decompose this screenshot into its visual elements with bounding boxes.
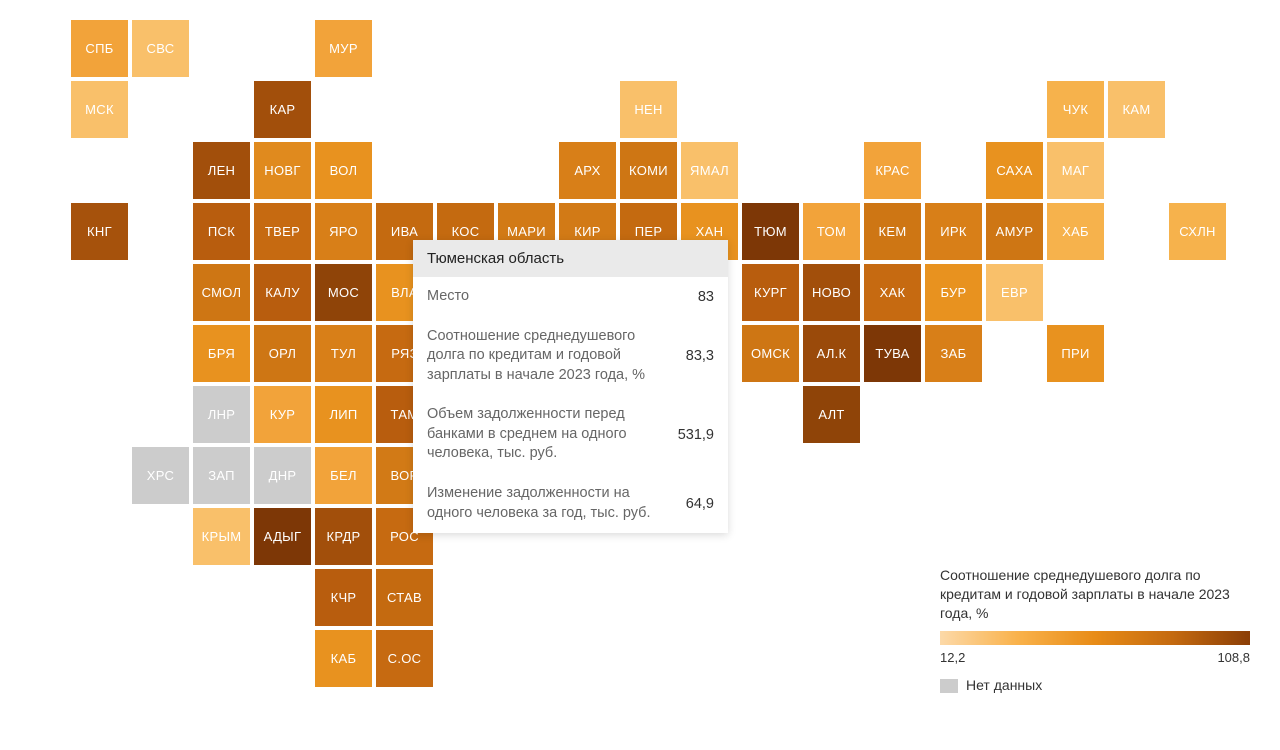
no-data-swatch bbox=[940, 679, 958, 693]
tooltip-row: Объем задолженности перед банками в сред… bbox=[413, 395, 728, 474]
region-cell[interactable]: КРАС bbox=[864, 142, 921, 199]
legend-max: 108,8 bbox=[1217, 649, 1250, 667]
tooltip-row: Соотношение среднедушевого долга по кред… bbox=[413, 317, 728, 396]
region-cell[interactable]: МАГ bbox=[1047, 142, 1104, 199]
region-cell[interactable]: КУРГ bbox=[742, 264, 799, 321]
region-cell[interactable]: БЕЛ bbox=[315, 447, 372, 504]
region-cell[interactable]: СТАВ bbox=[376, 569, 433, 626]
region-cell[interactable]: ТУВА bbox=[864, 325, 921, 382]
region-cell[interactable]: АДЫГ bbox=[254, 508, 311, 565]
region-cell[interactable]: КРДР bbox=[315, 508, 372, 565]
region-cell[interactable]: ЛНР bbox=[193, 386, 250, 443]
region-cell[interactable]: КНГ bbox=[71, 203, 128, 260]
region-cell[interactable]: КОМИ bbox=[620, 142, 677, 199]
tooltip-row: Место 83 bbox=[413, 277, 728, 317]
region-cell[interactable]: НОВО bbox=[803, 264, 860, 321]
region-cell[interactable]: ВОЛ bbox=[315, 142, 372, 199]
region-cell[interactable]: КУР bbox=[254, 386, 311, 443]
legend: Соотношение среднедушевого долга по кред… bbox=[940, 566, 1250, 695]
region-cell[interactable]: ОМСК bbox=[742, 325, 799, 382]
region-cell[interactable]: ТУЛ bbox=[315, 325, 372, 382]
region-cell[interactable]: ЗАП bbox=[193, 447, 250, 504]
region-cell[interactable]: АМУР bbox=[986, 203, 1043, 260]
region-cell[interactable]: НОВГ bbox=[254, 142, 311, 199]
region-cell[interactable]: ХРС bbox=[132, 447, 189, 504]
region-cell[interactable]: ТЮМ bbox=[742, 203, 799, 260]
region-cell[interactable]: ТОМ bbox=[803, 203, 860, 260]
region-cell[interactable]: ЛЕН bbox=[193, 142, 250, 199]
region-cell[interactable]: СМОЛ bbox=[193, 264, 250, 321]
region-cell[interactable]: СВС bbox=[132, 20, 189, 77]
region-cell[interactable]: ЧУК bbox=[1047, 81, 1104, 138]
region-cell[interactable]: КАМ bbox=[1108, 81, 1165, 138]
tooltip-header: Тюменская область bbox=[413, 240, 728, 277]
legend-no-data-label: Нет данных bbox=[966, 676, 1042, 695]
tooltip-row-value: 83 bbox=[698, 289, 714, 305]
tooltip-row: Изменение задолженности на одного челове… bbox=[413, 474, 728, 533]
tooltip-row-label: Соотношение среднедушевого долга по кред… bbox=[427, 327, 672, 386]
region-cell[interactable]: АЛТ bbox=[803, 386, 860, 443]
region-cell[interactable]: С.ОС bbox=[376, 630, 433, 687]
region-cell[interactable]: БУР bbox=[925, 264, 982, 321]
tooltip-row-label: Объем задолженности перед банками в сред… bbox=[427, 405, 664, 464]
region-cell[interactable]: КЕМ bbox=[864, 203, 921, 260]
region-cell[interactable]: КАЛУ bbox=[254, 264, 311, 321]
region-cell[interactable]: АЛ.К bbox=[803, 325, 860, 382]
region-cell[interactable]: КРЫМ bbox=[193, 508, 250, 565]
region-cell[interactable]: КАР bbox=[254, 81, 311, 138]
region-cell[interactable]: МУР bbox=[315, 20, 372, 77]
region-cell[interactable]: ЕВР bbox=[986, 264, 1043, 321]
region-cell[interactable]: ПСК bbox=[193, 203, 250, 260]
legend-min: 12,2 bbox=[940, 649, 965, 667]
region-cell[interactable]: ЯМАЛ bbox=[681, 142, 738, 199]
legend-scale: 12,2 108,8 bbox=[940, 649, 1250, 667]
region-cell[interactable]: ЛИП bbox=[315, 386, 372, 443]
region-tooltip: Тюменская область Место 83 Соотношение сре… bbox=[413, 240, 728, 533]
tooltip-row-label: Место bbox=[427, 287, 684, 307]
region-cell[interactable]: МСК bbox=[71, 81, 128, 138]
region-cell[interactable]: ХАК bbox=[864, 264, 921, 321]
region-cell[interactable]: ПРИ bbox=[1047, 325, 1104, 382]
region-cell[interactable]: БРЯ bbox=[193, 325, 250, 382]
region-cell[interactable]: ИРК bbox=[925, 203, 982, 260]
tooltip-row-label: Изменение задолженности на одного челове… bbox=[427, 484, 672, 523]
region-cell[interactable]: ЯРО bbox=[315, 203, 372, 260]
region-cell[interactable]: ДНР bbox=[254, 447, 311, 504]
legend-gradient-bar bbox=[940, 631, 1250, 645]
region-cell[interactable]: МОС bbox=[315, 264, 372, 321]
tooltip-row-value: 531,9 bbox=[678, 427, 714, 443]
region-cell[interactable]: ХАБ bbox=[1047, 203, 1104, 260]
legend-title: Соотношение среднедушевого долга по кред… bbox=[940, 566, 1250, 623]
region-cell[interactable]: ОРЛ bbox=[254, 325, 311, 382]
region-cell[interactable]: ТВЕР bbox=[254, 203, 311, 260]
region-cell[interactable]: ЗАБ bbox=[925, 325, 982, 382]
tooltip-row-value: 83,3 bbox=[686, 348, 714, 364]
region-cell[interactable]: АРХ bbox=[559, 142, 616, 199]
region-cell[interactable]: НЕН bbox=[620, 81, 677, 138]
region-cell[interactable]: СПБ bbox=[71, 20, 128, 77]
tooltip-row-value: 64,9 bbox=[686, 496, 714, 512]
region-cell[interactable]: КАБ bbox=[315, 630, 372, 687]
legend-no-data: Нет данных bbox=[940, 676, 1250, 695]
region-cell[interactable]: КЧР bbox=[315, 569, 372, 626]
region-cell[interactable]: СХЛН bbox=[1169, 203, 1226, 260]
region-cell[interactable]: САХА bbox=[986, 142, 1043, 199]
